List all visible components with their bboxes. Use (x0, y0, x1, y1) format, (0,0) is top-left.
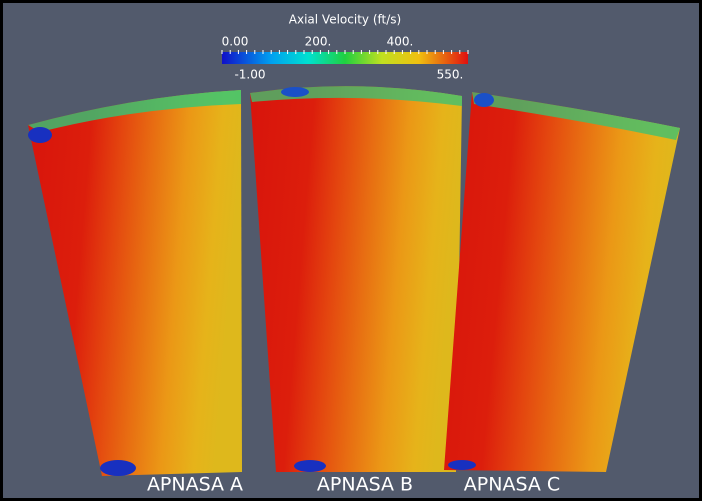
colorbar-ticks (221, 50, 469, 54)
colorbar-tick-label: 0.00 (222, 35, 249, 49)
panel-b (250, 86, 462, 472)
panel-label: APNASA C (464, 474, 560, 496)
panel-label: APNASA A (147, 474, 243, 496)
panel-label: APNASA B (317, 474, 413, 496)
colorbar-tick-label: 200. (305, 35, 332, 49)
colorbar (222, 52, 468, 64)
panel-c (444, 92, 680, 472)
colorbar-min: -1.00 (234, 68, 265, 82)
panel-a (28, 90, 242, 476)
colorbar-title: Axial Velocity (ft/s) (289, 13, 401, 27)
colorbar-tick-label: 400. (387, 35, 414, 49)
colorbar-max: 550. (437, 68, 464, 82)
